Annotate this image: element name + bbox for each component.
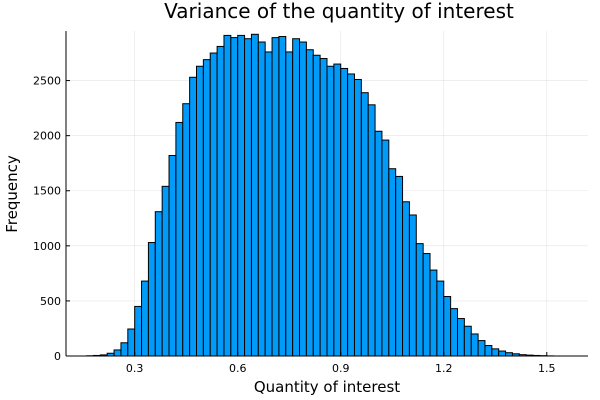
- histogram-bar: [415, 243, 424, 357]
- histogram-bar: [278, 36, 287, 357]
- histogram-bar: [388, 168, 397, 357]
- y-tick-label: 500: [40, 295, 61, 308]
- histogram-bar: [209, 52, 218, 357]
- histogram-bar: [381, 139, 390, 357]
- histogram-bar: [244, 38, 252, 357]
- histogram-bars: [86, 33, 555, 357]
- x-tick-label: 1.2: [435, 362, 453, 375]
- axes: [65, 31, 588, 357]
- y-axis-label: Frequency: [3, 155, 21, 233]
- histogram-bar: [285, 51, 294, 357]
- histogram-bar: [333, 63, 342, 357]
- histogram-bar: [484, 345, 493, 357]
- histogram-bar: [340, 67, 349, 357]
- histogram-bar: [463, 325, 472, 357]
- histogram-bar: [436, 280, 445, 357]
- histogram-bar: [299, 41, 307, 357]
- x-axis-label: Quantity of interest: [254, 378, 400, 396]
- histogram-bar: [271, 37, 280, 357]
- histogram-bar: [312, 54, 321, 357]
- histogram-bar: [450, 308, 459, 357]
- x-tick-label: 0.3: [126, 362, 144, 375]
- histogram-bar: [175, 121, 184, 357]
- histogram-bar: [216, 45, 225, 357]
- histogram-bar: [305, 49, 314, 357]
- y-tick-label: 0: [54, 350, 61, 363]
- histogram-bar: [196, 65, 204, 357]
- histogram-bar: [326, 65, 335, 357]
- histogram-bar: [113, 349, 122, 357]
- histogram-bar: [367, 104, 376, 357]
- histogram-bar: [264, 51, 273, 357]
- histogram-bar: [347, 73, 355, 357]
- tick-labels: 0.3 0.6 0.9 1.2 1.5 0 500 1000 1500 2000 2500: [33, 75, 556, 375]
- histogram-bar: [491, 348, 500, 357]
- histogram-bar: [498, 350, 507, 357]
- x-tick-label: 1.5: [538, 362, 556, 375]
- histogram-bar: [422, 253, 431, 357]
- histogram-bar: [250, 33, 259, 357]
- histogram-bar: [120, 342, 129, 357]
- histogram-bar: [154, 211, 163, 357]
- y-tick-label: 2000: [33, 130, 61, 143]
- histogram-bar: [134, 305, 143, 357]
- y-tick-label: 2500: [33, 75, 61, 88]
- histogram-bar: [237, 34, 246, 357]
- histogram-bar: [292, 38, 301, 357]
- histogram-bar: [395, 175, 404, 357]
- histogram-bar: [443, 296, 452, 357]
- histogram-bar: [223, 34, 232, 357]
- histogram-bar: [182, 103, 191, 357]
- histogram-bar: [230, 37, 239, 357]
- y-tick-label: 1500: [33, 185, 61, 198]
- histogram-bar: [161, 185, 170, 357]
- x-tick-label: 0.6: [229, 362, 247, 375]
- histogram-bar: [457, 318, 465, 357]
- histogram-bar: [360, 92, 369, 357]
- histogram-bar: [127, 328, 136, 357]
- histogram-bar: [147, 242, 156, 357]
- histogram-bar: [189, 76, 197, 357]
- histogram-bar: [353, 78, 362, 357]
- histogram-bar: [257, 41, 266, 357]
- histogram-bar: [408, 214, 417, 357]
- histogram-bar: [477, 340, 486, 357]
- histogram-bar: [429, 269, 438, 357]
- y-tick-label: 1000: [33, 240, 61, 253]
- chart-title: Variance of the quantity of interest: [164, 0, 514, 23]
- histogram-bar: [168, 154, 177, 357]
- histogram-bar: [402, 201, 410, 357]
- histogram-bar: [141, 280, 149, 357]
- histogram-bar: [374, 130, 383, 357]
- histogram-bar: [470, 333, 479, 357]
- x-tick-label: 0.9: [332, 362, 350, 375]
- histogram-bar: [319, 58, 328, 357]
- histogram-bar: [202, 59, 211, 357]
